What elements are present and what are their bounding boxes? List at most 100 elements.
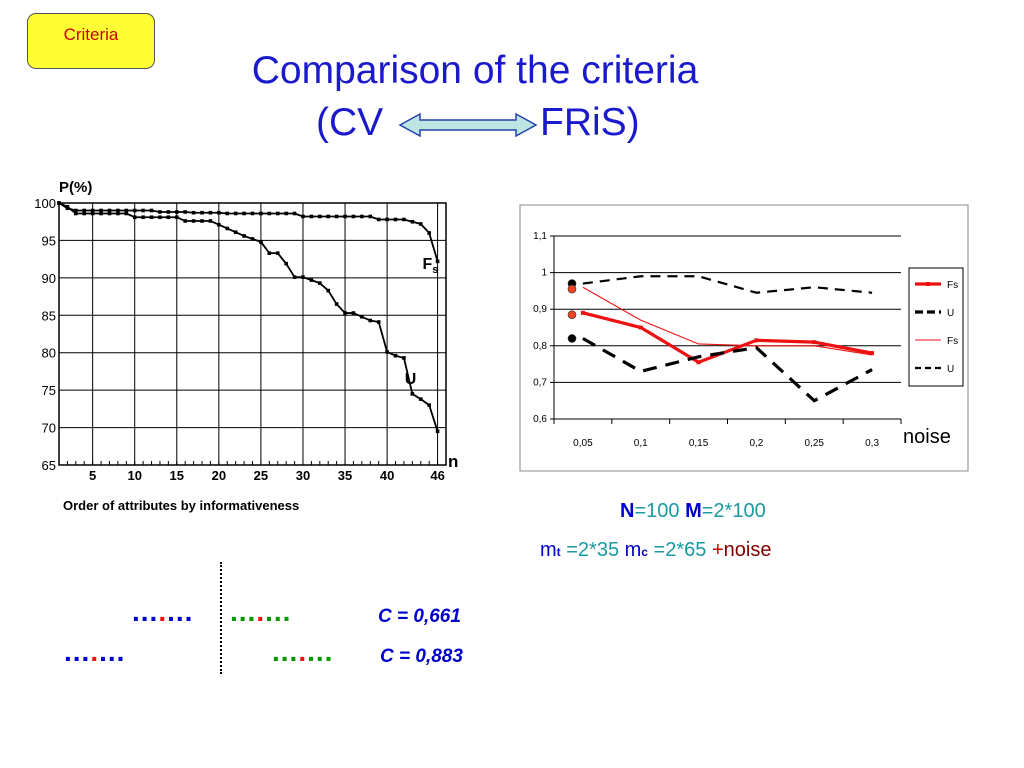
right-line-chart: 1,1 1 0,9 0,8 0,7 0,6 0,05 0,1 0,15 0,2 0,25 0,3 Fs… <box>519 204 969 472</box>
data-point-u <box>208 219 213 223</box>
mc-value: =2*65 <box>647 539 712 561</box>
data-point-fs <box>275 211 280 216</box>
data-point-u <box>318 281 322 285</box>
data-point-u <box>326 288 331 293</box>
data-point-u <box>418 397 423 401</box>
chart-frame <box>519 204 969 472</box>
data-point-fs <box>242 211 246 216</box>
data-point-fs <box>107 208 112 213</box>
start-marker <box>567 310 577 319</box>
n-value: =100 <box>634 500 686 522</box>
y-tick-label: 1 <box>541 268 547 279</box>
data-point-u <box>183 219 187 223</box>
series-line-u <box>58 202 439 432</box>
n-m-params: N=100 M=2*100 <box>620 500 766 523</box>
dots-pattern-1-left: ....... <box>132 596 194 627</box>
data-point-fs <box>309 214 314 219</box>
x-tick-label: 46 <box>430 468 444 483</box>
data-point-fs <box>318 214 322 219</box>
data-point-u <box>250 237 255 241</box>
mc-label: m <box>624 539 642 561</box>
data-point-fs <box>754 338 759 343</box>
title-cv: (CV <box>316 101 384 144</box>
title-fris: FRiS) <box>540 101 640 144</box>
mt-sub: t <box>556 545 561 559</box>
series-line-0 <box>582 311 873 365</box>
y-tick-label: 100 <box>34 196 56 211</box>
legend-label: U <box>947 308 954 319</box>
data-point-u <box>368 318 373 323</box>
data-point-u <box>90 211 95 216</box>
x-tick-label: 0,1 <box>634 438 648 449</box>
y-tick-label: 75 <box>42 383 56 398</box>
data-point-u <box>124 211 129 216</box>
x-tick-label: 10 <box>127 468 141 483</box>
x-tick-label: 30 <box>296 468 310 483</box>
left-chart-caption: Order of attributes by informativeness <box>63 498 300 513</box>
x-axis-label: n <box>448 452 458 471</box>
left-line-chart: 5 10 15 20 25 30 35 40 46 100 95 90 85 80 75 70 65 P(%) n… <box>34 179 458 483</box>
data-point-u <box>351 311 356 315</box>
data-point-fs <box>376 217 381 222</box>
legend-box <box>908 267 964 387</box>
y-tick-label: 95 <box>42 233 56 248</box>
x-tick-label: 40 <box>380 468 394 483</box>
data-point-u <box>191 219 196 223</box>
data-point-fs <box>385 217 389 222</box>
data-point-u <box>376 320 381 324</box>
data-point-fs <box>183 210 187 214</box>
data-point-fs <box>812 340 817 345</box>
data-point-fs <box>90 208 95 213</box>
data-point-u <box>233 230 238 234</box>
legend-label: Fs <box>947 280 958 291</box>
x-tick-label: 0,25 <box>805 438 825 449</box>
data-point-fs <box>368 214 373 219</box>
data-point-u <box>141 215 145 220</box>
y-axis-label: P(%) <box>59 179 92 196</box>
x-tick-label: 20 <box>212 468 226 483</box>
plus-sign: + <box>711 539 724 561</box>
legend-label: U <box>947 364 954 375</box>
data-point-fs <box>141 208 145 213</box>
plot-frame <box>58 202 447 466</box>
x-tick-label: 15 <box>170 468 184 483</box>
data-point-fs <box>580 310 585 315</box>
data-point-fs <box>870 351 875 356</box>
data-point-fs <box>267 211 272 216</box>
double-arrow-icon <box>398 112 538 138</box>
data-point-u <box>57 201 61 205</box>
series-label-u: U <box>405 371 417 388</box>
data-point-fs <box>284 211 288 216</box>
dots-pattern-1-right: ....... <box>230 596 292 627</box>
legend-marker <box>926 282 930 286</box>
data-point-u <box>132 215 137 220</box>
data-point-fs <box>208 210 213 215</box>
noise-axis-label: noise <box>903 426 951 448</box>
m-label: M <box>685 500 702 522</box>
y-tick-label: 85 <box>42 308 56 323</box>
data-point-fs <box>174 210 179 214</box>
vertical-separator <box>220 562 222 674</box>
data-point-fs <box>99 208 103 213</box>
data-point-fs <box>351 214 356 219</box>
data-point-u <box>301 275 305 279</box>
page-title: Comparison of the criteria <box>251 49 699 92</box>
data-point-u <box>259 240 263 244</box>
y-tick-label: 1,1 <box>533 231 547 242</box>
data-point-fs <box>418 222 423 226</box>
data-point-fs <box>638 325 643 330</box>
legend-label: Fs <box>947 336 958 347</box>
data-point-fs <box>124 208 129 213</box>
dots-pattern-2-right: ....... <box>272 636 334 667</box>
data-point-u <box>65 204 70 209</box>
data-point-u <box>393 353 398 358</box>
criteria-button[interactable]: Criteria <box>27 13 155 69</box>
data-point-u <box>267 251 272 255</box>
data-point-u <box>107 211 112 216</box>
data-point-fs <box>343 214 347 219</box>
data-point-u <box>99 211 103 216</box>
data-point-u <box>149 215 154 220</box>
data-point-fs <box>116 208 120 213</box>
data-point-u <box>435 429 440 434</box>
data-point-fs <box>292 211 297 216</box>
